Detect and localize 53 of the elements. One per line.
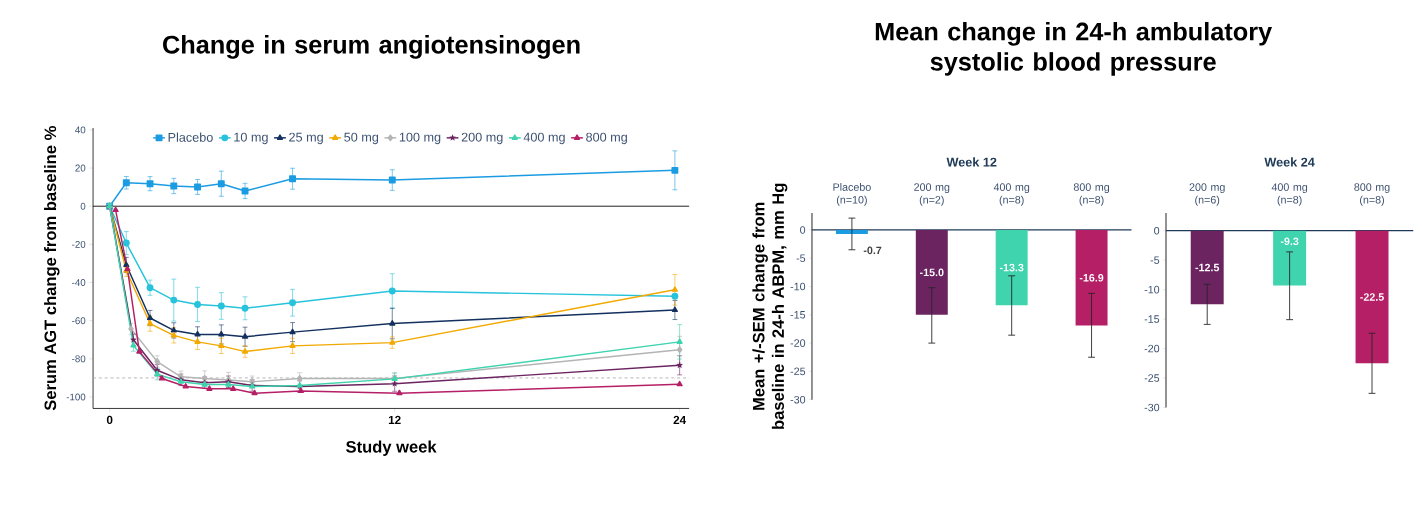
y-tick-label: 20 xyxy=(75,164,86,172)
y-tick-label: -20 xyxy=(790,339,806,348)
y-tick-label: 40 xyxy=(75,126,86,134)
y-tick-label: -100 xyxy=(66,393,86,401)
y-axis-title: Mean +/-SEM change from baseline in 24-h ABPM, mm Hg xyxy=(752,183,788,430)
x-tick-label: 800 mg (n=8) xyxy=(1354,183,1390,206)
y-axis-title: Serum AGT change from baseline % xyxy=(44,126,60,411)
data-label: -15.0 xyxy=(920,268,944,277)
legend-label: 200 mg xyxy=(461,132,503,145)
x-tick-label: Placebo (n=10) xyxy=(833,183,871,206)
chart-subtitle: Week 12 xyxy=(946,157,997,167)
data-label: -16.9 xyxy=(1079,274,1104,282)
data-label: -13.3 xyxy=(999,263,1024,272)
y-tick-label: -10 xyxy=(790,282,806,291)
y-tick-label: -25 xyxy=(1144,374,1160,382)
data-label: -0.7 xyxy=(863,246,882,255)
x-tick-label: 400 mg (n=8) xyxy=(1271,183,1308,206)
y-tick-label: -60 xyxy=(72,317,86,325)
x-tick-label: 0 xyxy=(106,415,113,425)
data-label: -22.5 xyxy=(1360,293,1384,301)
y-tick-label: -20 xyxy=(72,241,86,248)
x-tick-label: 12 xyxy=(388,415,401,425)
y-tick-label: -25 xyxy=(790,367,806,376)
legend-label: Placebo xyxy=(168,132,213,142)
chart-title: Change in serum angiotensinogen xyxy=(163,35,580,59)
chart-title: Mean change in 24-h ambulatory systolic blood pressure xyxy=(875,22,1273,76)
legend-label: 400 mg xyxy=(523,132,565,145)
data-label: -9.3 xyxy=(1280,237,1299,246)
y-tick-label: -5 xyxy=(796,254,806,263)
x-tick-label: 800 mg (n=8) xyxy=(1073,183,1110,206)
y-tick-label: -20 xyxy=(1144,344,1160,353)
legend-label: 100 mg xyxy=(399,132,441,145)
y-tick-label: -10 xyxy=(1144,285,1160,294)
y-tick-label: -30 xyxy=(790,396,806,404)
x-axis-title: Study week xyxy=(346,440,437,457)
y-tick-label: -80 xyxy=(72,355,86,363)
y-tick-label: -5 xyxy=(1150,256,1160,265)
y-tick-label: -15 xyxy=(790,311,806,319)
y-tick-label: -15 xyxy=(1144,315,1160,323)
x-tick-label: 400 mg (n=8) xyxy=(993,183,1030,206)
legend-label: 800 mg xyxy=(586,132,627,145)
x-tick-label: 200 mg (n=2) xyxy=(914,183,950,206)
chart-subtitle: Week 24 xyxy=(1264,157,1315,167)
y-tick-label: 0 xyxy=(800,226,806,234)
legend-label: 50 mg xyxy=(344,132,379,145)
legend-label: 25 mg xyxy=(289,132,323,145)
y-tick-label: 0 xyxy=(1154,227,1160,235)
legend-label: 10 mg xyxy=(234,132,268,145)
x-tick-label: 200 mg (n=6) xyxy=(1189,183,1225,206)
data-label: -12.5 xyxy=(1195,263,1220,272)
y-tick-label: -40 xyxy=(72,279,86,287)
x-tick-label: 24 xyxy=(673,415,687,425)
y-tick-label: -30 xyxy=(1144,403,1160,412)
